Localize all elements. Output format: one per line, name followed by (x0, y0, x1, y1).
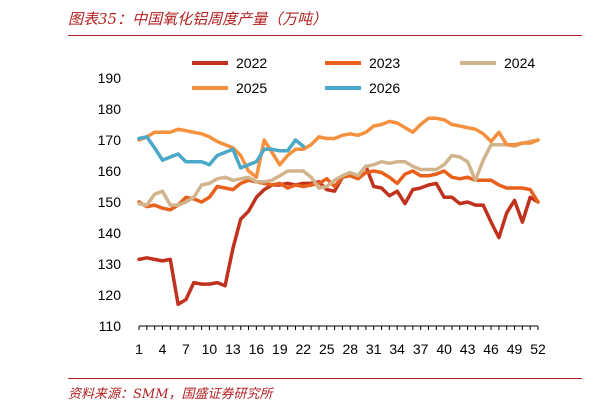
x-tick-label: 16 (249, 341, 265, 357)
x-tick-label: 7 (182, 341, 190, 357)
x-tick-label: 49 (507, 341, 523, 357)
x-tick-label: 10 (202, 341, 218, 357)
y-axis: 110 120 130 140 150 160 170 180 190 (98, 70, 122, 334)
series-layer (137, 116, 540, 307)
x-tick-label: 37 (413, 341, 429, 357)
x-tick-label: 13 (225, 341, 241, 357)
x-tick-label: 31 (366, 341, 382, 357)
legend-label-2023: 2023 (369, 55, 400, 71)
y-tick-label: 170 (98, 132, 122, 148)
x-tick-label: 40 (436, 341, 452, 357)
source-note: 资料来源：SMM，国盛证券研究所 (68, 387, 273, 402)
series-line-2023 (137, 169, 540, 212)
legend-label-2022: 2022 (236, 55, 267, 71)
x-tick-label: 22 (296, 341, 312, 357)
y-tick-label: 190 (98, 70, 122, 86)
title-rule (68, 35, 582, 36)
x-tick-label: 28 (342, 341, 358, 357)
y-tick-label: 180 (98, 101, 122, 117)
x-tick-label: 52 (530, 341, 546, 357)
series-line-2024 (137, 138, 540, 207)
legend-label-2026: 2026 (369, 80, 400, 96)
series-line-2026 (137, 135, 306, 170)
x-tick-label: 1 (135, 341, 143, 357)
legend-label-2024: 2024 (504, 55, 535, 71)
legend: 2022 2023 2024 2025 2026 (192, 55, 535, 96)
y-tick-label: 130 (98, 256, 122, 272)
y-tick-label: 110 (99, 318, 122, 334)
x-tick-label: 43 (460, 341, 476, 357)
source-rule (68, 378, 582, 379)
legend-label-2025: 2025 (236, 80, 267, 96)
figure-title: 图表35：中国氧化铝周度产量（万吨） (68, 10, 328, 28)
y-tick-label: 150 (98, 194, 122, 210)
x-tick-label: 19 (272, 341, 288, 357)
x-tick-label: 25 (319, 341, 335, 357)
x-tick-label: 34 (389, 341, 405, 357)
y-tick-label: 160 (98, 163, 122, 179)
x-axis: 1 4 7 10 13 16 19 22 25 28 31 34 37 40 43 46 49 52 (135, 325, 546, 357)
y-tick-label: 120 (98, 287, 122, 303)
series-line-2025 (137, 116, 540, 179)
x-tick-label: 4 (159, 341, 167, 357)
x-tick-label: 46 (483, 341, 499, 357)
y-tick-label: 140 (98, 225, 122, 241)
